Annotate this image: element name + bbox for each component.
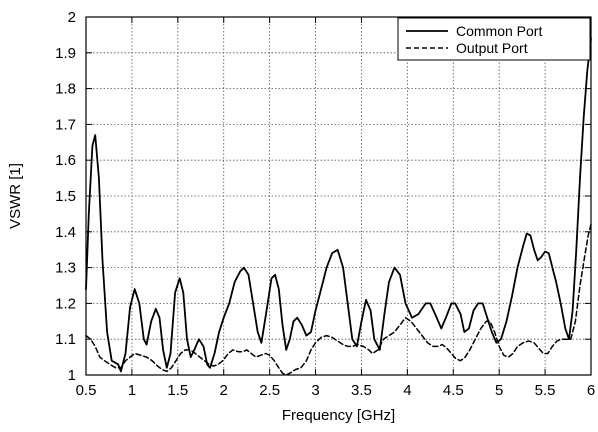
legend-box xyxy=(397,17,591,61)
legend-label-common-port: Common Port xyxy=(456,23,542,39)
y-tick-label: 1.5 xyxy=(55,188,76,205)
x-tick-label: 5 xyxy=(495,382,503,399)
y-tick-label: 2 xyxy=(68,9,76,26)
y-tick-label: 1.3 xyxy=(55,260,76,277)
x-tick-label: 6 xyxy=(587,382,595,399)
legend: Common Port Output Port xyxy=(397,17,591,61)
x-tick-label: 3.5 xyxy=(351,382,372,399)
series-line-common-port xyxy=(85,37,592,373)
series-line-output-port xyxy=(85,223,592,376)
y-axis-title: VSWR [1] xyxy=(7,163,24,229)
x-tick-label: 5.5 xyxy=(535,382,556,399)
y-tick-label: 1.8 xyxy=(55,81,76,98)
y-tick-label: 1.4 xyxy=(55,224,76,241)
y-tick-label: 1.9 xyxy=(55,45,76,62)
x-tick-label: 1.5 xyxy=(167,382,188,399)
x-tick-label: 4.5 xyxy=(443,382,464,399)
grid xyxy=(86,17,591,375)
x-axis-title: Frequency [GHz] xyxy=(282,407,395,424)
x-tick-label: 1 xyxy=(128,382,136,399)
x-tick-label: 4 xyxy=(403,382,411,399)
x-tick-label: 0.5 xyxy=(76,382,97,399)
y-tick-labels: 1 1.1 1.2 1.3 1.4 1.5 1.6 1.7 1.8 1.9 2 xyxy=(55,9,76,384)
x-tick-label: 2 xyxy=(220,382,228,399)
x-tick-label: 2.5 xyxy=(259,382,280,399)
y-tick-label: 1.2 xyxy=(55,295,76,312)
y-tick-label: 1.7 xyxy=(55,116,76,133)
series-layer xyxy=(85,37,592,376)
y-tick-label: 1.6 xyxy=(55,152,76,169)
x-tick-labels: 0.5 1 1.5 2 2.5 3 3.5 4 4.5 5 5.5 6 xyxy=(76,382,596,399)
y-tick-label: 1.1 xyxy=(55,331,76,348)
legend-label-output-port: Output Port xyxy=(456,40,528,56)
x-tick-label: 3 xyxy=(311,382,319,399)
y-tick-label: 1 xyxy=(68,367,76,384)
